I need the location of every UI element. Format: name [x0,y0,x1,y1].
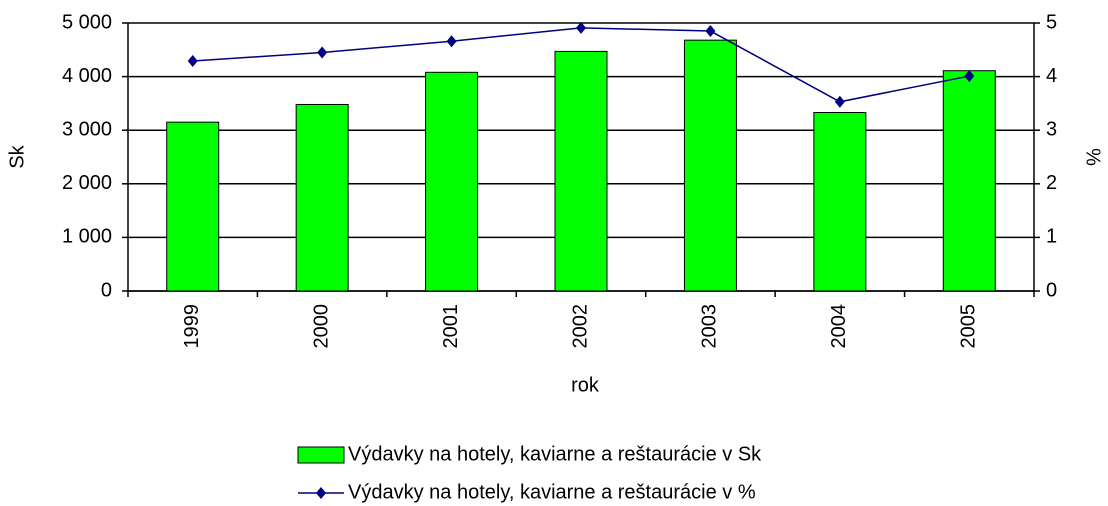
bar [554,50,608,292]
y2-axis-label: % [1082,148,1104,166]
bar [813,112,867,292]
y-tick-label: 0 [101,279,112,301]
x-tick-label: 2005 [958,304,980,349]
y2-tick-label: 2 [1046,172,1057,194]
bar [942,70,996,292]
y-tick-label: 2 000 [62,172,112,194]
y-tick-label: 1 000 [62,226,112,248]
y2-tick-label: 5 [1046,11,1057,33]
legend-swatch [297,446,345,464]
bar [683,39,737,292]
x-tick-label: 2000 [310,304,332,349]
y-tick-label: 5 000 [62,11,112,33]
marker [187,55,198,68]
x-axis-label: rok [571,374,600,396]
marker [964,70,975,83]
x-tick-label: 2001 [440,304,462,349]
y-tick-label: 4 000 [62,65,112,87]
x-tick-label: 2002 [569,304,591,349]
y2-tick-label: 0 [1046,279,1057,301]
marker [576,21,586,34]
marker [317,46,328,59]
y-axis-label: Sk [6,144,28,168]
legend-marker [316,487,326,499]
y2-tick-label: 4 [1046,65,1057,87]
marker [705,25,716,38]
x-tick-label: 2004 [828,304,850,349]
y2-tick-label: 3 [1046,118,1057,140]
legend-label: Výdavky na hotely, kaviarne a reštauráci… [348,443,762,465]
bar [295,103,349,292]
y2-tick-label: 1 [1046,226,1057,248]
x-tick-label: 2003 [699,304,721,349]
x-tick-label: 1999 [181,304,203,349]
legend-label: Výdavky na hotely, kaviarne a reštauráci… [348,481,756,503]
y-tick-label: 3 000 [62,118,112,140]
marker [446,35,457,48]
bar [166,121,220,292]
bar [425,71,479,292]
marker [834,95,845,108]
